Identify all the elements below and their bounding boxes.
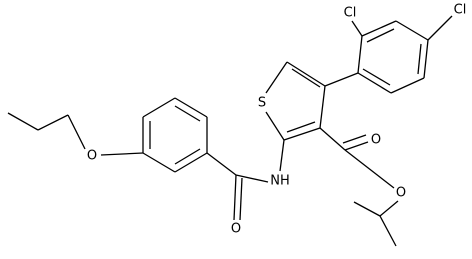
atom-label: O [231,222,241,237]
atom-labels: Cl Cl S NH O O O O [87,3,466,237]
atom-label: O [396,186,406,201]
atom-label: NH [270,174,290,189]
atom-label: S [258,96,266,111]
bonds [7,15,453,247]
atom-label: O [87,149,97,164]
atom-label: Cl [454,3,467,18]
atom-label: Cl [344,6,357,21]
atom-label: O [371,133,381,148]
